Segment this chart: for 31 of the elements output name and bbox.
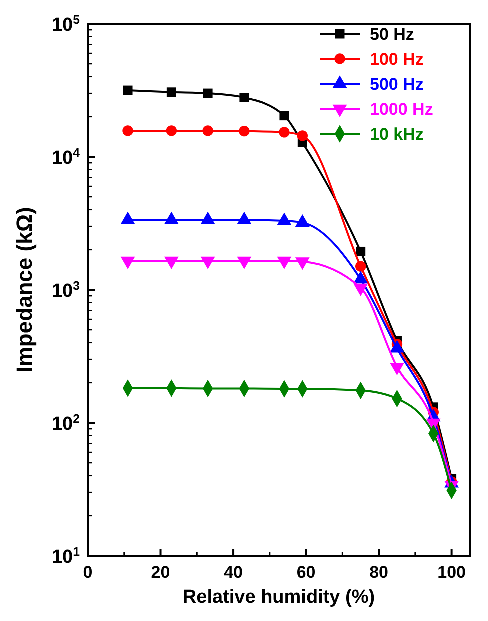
x-tick-label: 40 — [224, 563, 243, 582]
point — [356, 246, 366, 256]
point — [203, 88, 213, 98]
y-tick-label: 10$^{2}$ — [52, 412, 80, 435]
point — [239, 126, 250, 137]
point — [297, 130, 308, 142]
legend-label: 50 Hz — [370, 25, 414, 44]
y-tick-label: 10$^{5}$ — [52, 13, 80, 36]
y-tick-label: 10$^{4}$ — [52, 146, 80, 169]
point — [202, 126, 214, 136]
x-tick-label: 100 — [438, 563, 466, 582]
point — [240, 92, 250, 102]
point — [122, 126, 134, 136]
point — [279, 127, 290, 138]
y-tick-label: 10$^{1}$ — [52, 545, 80, 568]
x-tick-label: 60 — [296, 563, 316, 582]
point — [166, 126, 178, 136]
legend-label: 10 kHz — [370, 125, 424, 144]
point — [356, 261, 366, 272]
y-tick-label: 10$^{3}$ — [52, 279, 80, 302]
x-tick-label: 80 — [370, 563, 389, 582]
legend-label: 100 Hz — [370, 50, 424, 69]
x-axis-title: Relative humidity (%) — [182, 587, 376, 608]
legend-label: 1000 Hz — [370, 100, 434, 119]
point — [166, 88, 176, 98]
legend-label: 500 Hz — [370, 75, 424, 94]
point — [280, 111, 290, 121]
x-tick-label: 20 — [151, 563, 170, 582]
x-tick-label: 0 — [83, 563, 93, 582]
point — [123, 86, 133, 96]
y-axis-title: Impedance (kΩ) — [12, 207, 37, 373]
